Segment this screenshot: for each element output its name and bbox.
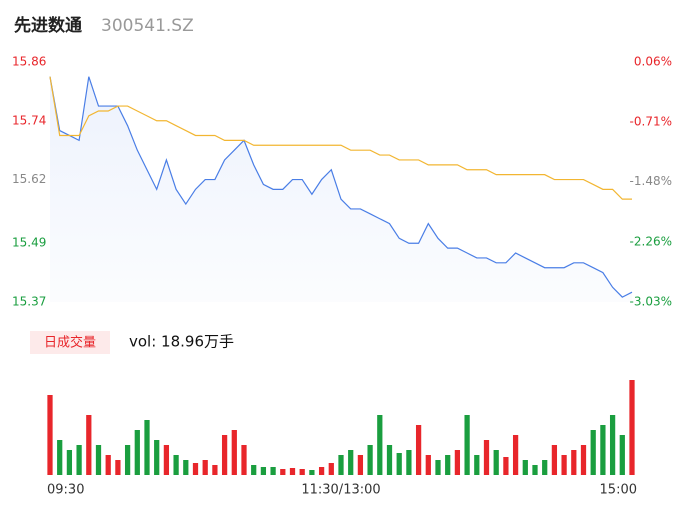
stock-code: 300541.SZ xyxy=(101,16,194,36)
volume-bar xyxy=(328,463,334,475)
y-tick-label: 15.37 xyxy=(12,295,46,309)
volume-bar xyxy=(192,463,199,475)
volume-bar xyxy=(503,457,509,475)
stock-name: 先进数通 xyxy=(14,15,82,36)
volume-bar xyxy=(561,455,567,475)
volume-bar xyxy=(454,450,461,475)
volume-bar xyxy=(406,450,412,475)
volume-bar xyxy=(415,425,422,475)
y2-tick-label: 0.06% xyxy=(634,55,672,69)
volume-bar xyxy=(580,445,587,475)
volume-bar xyxy=(512,435,519,475)
y2-tick-label: -0.71% xyxy=(630,114,672,128)
volume-bar xyxy=(76,445,82,475)
volume-bar xyxy=(115,460,121,475)
y2-tick-label: -1.48% xyxy=(630,174,672,188)
volume-bar xyxy=(435,460,441,475)
volume-bar xyxy=(260,467,267,475)
volume-bar xyxy=(95,445,102,475)
volume-bar xyxy=(289,468,296,475)
volume-bar xyxy=(280,469,286,475)
price-line xyxy=(49,76,633,298)
volume-bar xyxy=(66,450,73,475)
volume-bar xyxy=(483,440,490,475)
volume-bar xyxy=(522,460,528,475)
x-tick-label: 09:30 xyxy=(47,483,84,498)
price-area xyxy=(50,76,632,302)
volume-bar xyxy=(202,460,208,475)
volume-bar xyxy=(551,445,558,475)
volume-bar xyxy=(629,380,635,475)
volume-bar xyxy=(105,455,111,475)
y-tick-label: 15.74 xyxy=(12,113,46,127)
x-tick-label: 11:30/13:00 xyxy=(301,483,380,498)
volume-bar xyxy=(270,467,276,475)
volume-bar xyxy=(251,465,257,475)
volume-bar xyxy=(425,455,431,475)
volume-badge xyxy=(30,331,110,354)
volume-bar xyxy=(445,455,451,475)
volume-bar xyxy=(532,465,538,475)
volume-bar xyxy=(464,415,470,475)
average-line xyxy=(49,76,632,200)
volume-bar xyxy=(542,460,548,475)
volume-bar xyxy=(154,440,160,475)
volume-bar xyxy=(571,450,577,475)
y-tick-label: 15.86 xyxy=(12,55,46,69)
volume-bar xyxy=(57,440,63,475)
volume-bar xyxy=(231,430,237,475)
volume-bar xyxy=(590,430,596,475)
volume-bar xyxy=(144,420,150,475)
volume-bar xyxy=(377,415,383,475)
volume-bar xyxy=(173,455,179,475)
volume-text: vol: 18.96万手 xyxy=(129,333,234,351)
volume-bar xyxy=(600,425,606,475)
x-tick-label: 15:00 xyxy=(600,483,637,498)
volume-bar xyxy=(221,435,228,475)
volume-bar xyxy=(309,470,315,475)
volume-bar xyxy=(396,453,402,475)
y-tick-label: 15.49 xyxy=(12,236,46,250)
volume-bar xyxy=(47,395,53,475)
volume-bar xyxy=(134,430,140,475)
y-tick-label: 15.62 xyxy=(12,172,46,186)
volume-bar xyxy=(86,415,92,475)
volume-bar xyxy=(609,415,616,475)
volume-bar xyxy=(357,455,364,475)
y2-tick-label: -2.26% xyxy=(630,235,672,249)
volume-bar xyxy=(318,467,325,475)
volume-bar xyxy=(163,445,170,475)
volume-bar xyxy=(212,465,218,475)
volume-bar xyxy=(474,455,480,475)
volume-bar xyxy=(124,445,131,475)
volume-bar xyxy=(299,469,305,475)
y2-tick-label: -3.03% xyxy=(630,295,672,309)
volume-label: 日成交量 xyxy=(44,335,96,351)
volume-bar xyxy=(348,450,354,475)
volume-bar xyxy=(241,445,247,475)
volume-bar xyxy=(493,450,499,475)
volume-bar xyxy=(386,445,393,475)
volume-bar xyxy=(338,455,344,475)
volume-bar xyxy=(367,445,373,475)
volume-bar xyxy=(619,435,625,475)
volume-bar xyxy=(183,460,189,475)
